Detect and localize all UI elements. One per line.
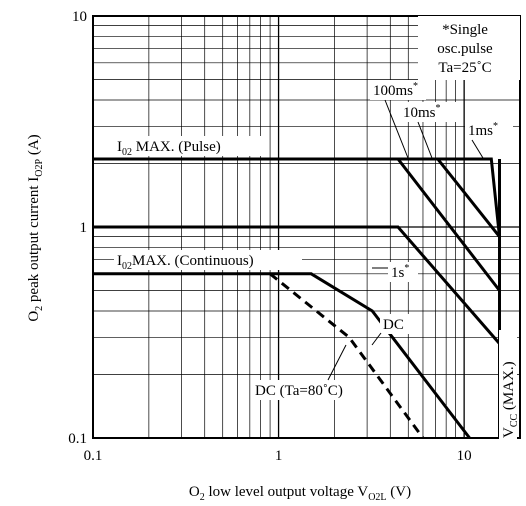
i02-cont-sub: 02: [122, 261, 132, 272]
label-1ms-sup: *: [493, 121, 498, 132]
note-box: [418, 16, 520, 80]
label-dc80: DC (Ta=80˚C): [252, 380, 352, 400]
i02-cont-main: I: [117, 253, 122, 269]
ylabel-sub1: 2: [34, 306, 45, 311]
label-100ms-text: 100ms: [373, 83, 413, 99]
y-axis-label: O2 peak output current IO2P (A): [26, 134, 45, 321]
series-lbl_1s: [93, 225, 501, 345]
y-tick-label: 10: [72, 9, 87, 25]
note-line-3: Ta=25˚C: [438, 60, 491, 76]
series-lbl_dc: [93, 272, 471, 439]
label-10ms-sup: *: [436, 103, 441, 114]
label-1ms: 1ms*: [465, 120, 513, 140]
svg-text:10ms*: 10ms*: [403, 103, 441, 121]
leader-100ms: [384, 99, 409, 159]
vcc-main: V: [501, 427, 517, 438]
note-line-2: osc.pulse: [437, 41, 493, 57]
svg-text:VCC (MAX.): VCC (MAX.): [501, 361, 520, 438]
ylabel-unit: (A): [26, 134, 42, 159]
i02-pulse-text: MAX. (Pulse): [132, 139, 221, 155]
ylabel-sub2: O2P: [34, 158, 45, 176]
svg-text:1ms*: 1ms*: [468, 121, 498, 139]
svg-text:100ms*: 100ms*: [373, 81, 418, 99]
label-1s-text: 1s: [391, 265, 405, 281]
svg-text:1s*: 1s*: [391, 263, 409, 281]
label-i02-pulse: I02 MAX. (Pulse): [114, 136, 262, 158]
label-i02-continuous: I02MAX. (Continuous): [114, 250, 302, 272]
vcc-text: (MAX.): [501, 361, 517, 414]
label-vcc: VCC (MAX.): [499, 330, 520, 442]
ylabel-text: peak output current I: [26, 177, 42, 306]
plot-frame: [92, 15, 521, 439]
label-dc-text: DC: [383, 317, 404, 333]
xlabel-sub1: 2: [200, 492, 205, 503]
label-dc80-text: DC (Ta=80˚C): [255, 383, 343, 399]
y-tick-label: 0.1: [68, 431, 87, 447]
xlabel-main: O: [189, 484, 200, 500]
xlabel-text: low level output voltage V: [205, 484, 369, 500]
label-100ms: 100ms*: [370, 80, 426, 100]
series-lbl_1ms: [437, 157, 501, 237]
series-lbl_dc80: [269, 272, 425, 439]
label-1ms-text: 1ms: [468, 123, 493, 139]
xlabel-unit: (V): [387, 484, 412, 500]
svg-text:I02MAX. (Continuous): I02MAX. (Continuous): [117, 253, 254, 272]
xlabel-sub2: O2L: [368, 492, 386, 503]
i02-pulse-main: I: [117, 139, 122, 155]
i02-pulse-sub: 02: [122, 147, 132, 158]
label-10ms: 10ms*: [400, 102, 456, 122]
leader-dc: [371, 332, 382, 346]
ylabel-main: O: [26, 311, 42, 322]
label-100ms-sup: *: [413, 81, 418, 92]
x-tick-label: 10: [457, 448, 472, 464]
i02-cont-text: MAX. (Continuous): [132, 253, 254, 269]
leader-dc80: [327, 344, 347, 381]
series-lbl_100ms: [93, 157, 501, 292]
leader-1ms: [471, 139, 484, 159]
tick-labels: 0.1 1 10 0.1 1 10: [68, 9, 471, 464]
label-dc: DC: [380, 314, 414, 334]
label-1s-sup: *: [404, 263, 409, 274]
label-10ms-text: 10ms: [403, 105, 436, 121]
label-1s: 1s*: [388, 262, 418, 282]
x-axis-label: O2 low level output voltage VO2L (V): [189, 484, 411, 503]
leader-10ms: [417, 121, 433, 159]
y-tick-label: 1: [80, 220, 88, 236]
vcc-sub: CC: [509, 413, 520, 427]
x-tick-label: 0.1: [84, 448, 103, 464]
note-line-1: *Single: [442, 22, 488, 38]
x-tick-label: 1: [275, 448, 283, 464]
svg-text:I02 MAX. (Pulse): I02 MAX. (Pulse): [117, 139, 221, 158]
